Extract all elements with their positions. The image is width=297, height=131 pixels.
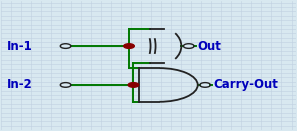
Text: In-1: In-1	[7, 40, 32, 53]
Circle shape	[128, 83, 139, 87]
Text: In-2: In-2	[7, 78, 32, 91]
Text: Carry-Out: Carry-Out	[213, 78, 278, 91]
Text: Out: Out	[197, 40, 221, 53]
Circle shape	[124, 44, 134, 48]
